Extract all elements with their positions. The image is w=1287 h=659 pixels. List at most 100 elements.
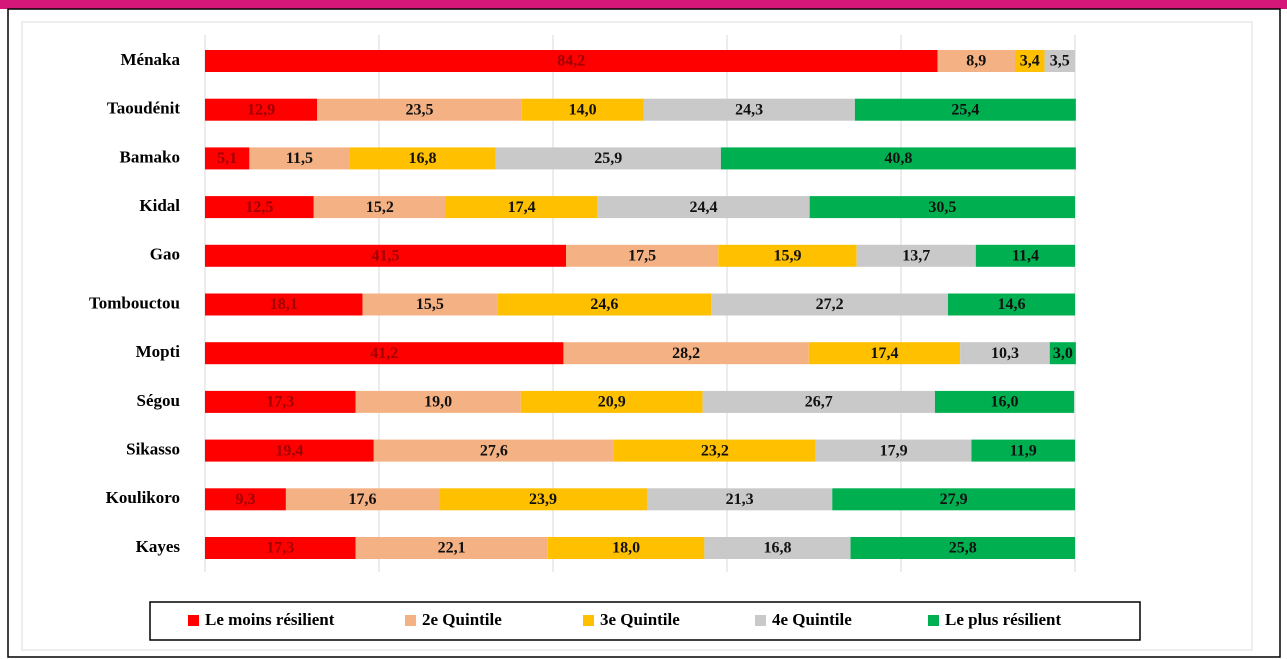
bar-segment [313, 196, 446, 219]
data-label: 17,3 [266, 540, 294, 557]
data-label: 24,6 [590, 296, 618, 313]
data-label: 25,4 [951, 101, 979, 118]
data-label: 5,1 [217, 150, 237, 167]
bar-segment [646, 488, 833, 511]
bar-segment [373, 439, 614, 462]
data-label: 30,5 [928, 199, 956, 216]
bar-segment [285, 488, 440, 511]
bar-segment [809, 196, 1075, 219]
data-label: 16,0 [991, 394, 1019, 411]
bar-segment [563, 342, 809, 365]
data-label: 13,7 [902, 247, 930, 264]
bar-segment [205, 147, 250, 170]
data-label: 16,8 [409, 150, 437, 167]
bar-segment [702, 390, 935, 413]
bar-segment [704, 537, 851, 559]
header-banner [0, 0, 1287, 9]
data-label: 40,8 [884, 150, 912, 167]
bar-segment [205, 537, 356, 559]
data-label: 3,4 [1020, 53, 1040, 70]
data-label: 17,6 [348, 491, 376, 508]
data-label: 27,9 [940, 491, 968, 508]
data-label: 20,9 [598, 394, 626, 411]
bar-segment [971, 439, 1075, 462]
legend-swatch [755, 615, 766, 626]
legend-swatch [188, 615, 199, 626]
bar-segment [205, 488, 286, 511]
y-tick-label: Ménaka [121, 50, 181, 69]
y-tick-label: Koulikoro [106, 488, 180, 507]
legend-label: 3e Quintile [600, 610, 680, 629]
data-label: 10,3 [991, 345, 1019, 362]
bar-segment [349, 147, 496, 170]
y-tick-label: Mopti [136, 342, 181, 361]
bar-segment [566, 244, 719, 267]
bar-segment [547, 537, 705, 559]
bar-segment [815, 439, 972, 462]
y-tick-label: Tombouctou [89, 293, 180, 312]
bar-segment [317, 98, 522, 121]
bar-segment [521, 98, 644, 121]
bar-segment [362, 293, 498, 316]
data-label: 16,8 [763, 540, 791, 557]
bar-segment [355, 537, 548, 559]
bar-segment [597, 196, 810, 219]
data-label: 11,9 [1010, 442, 1037, 459]
bar-segment [720, 147, 1076, 170]
data-label: 17,5 [628, 247, 656, 264]
data-label: 22,1 [438, 540, 466, 557]
bar-segment [1014, 50, 1045, 72]
data-label: 23,9 [529, 491, 557, 508]
legend-label: Le moins résilient [205, 610, 335, 629]
data-label: 17,4 [508, 199, 536, 216]
data-label: 11,5 [286, 150, 313, 167]
bar-segment [711, 293, 948, 316]
data-label: 11,4 [1012, 247, 1039, 264]
data-label: 25,8 [949, 540, 977, 557]
bar-segment [808, 342, 961, 365]
bar-segment [1049, 342, 1076, 365]
data-label: 23,2 [701, 442, 729, 459]
bar-segment [850, 537, 1075, 559]
bar-segment [439, 488, 647, 511]
data-label: 3,0 [1053, 345, 1073, 362]
data-label: 17,9 [880, 442, 908, 459]
data-label: 12,5 [245, 199, 273, 216]
bar-segment [718, 244, 857, 267]
legend-swatch [405, 615, 416, 626]
y-tick-label: Gao [150, 245, 180, 264]
data-label: 23,5 [405, 101, 433, 118]
data-label: 15,5 [416, 296, 444, 313]
y-tick-label: Kayes [136, 537, 181, 556]
legend [149, 601, 1141, 641]
bar-segment [1044, 50, 1075, 72]
data-label: 27,6 [480, 442, 508, 459]
data-label: 21,3 [726, 491, 754, 508]
data-label: 25,9 [594, 150, 622, 167]
data-label: 26,7 [805, 394, 833, 411]
legend-label: 2e Quintile [422, 610, 502, 629]
bar-segment [947, 293, 1075, 316]
bar-segment [205, 342, 564, 365]
data-label: 15,2 [366, 199, 394, 216]
data-label: 41,2 [370, 345, 398, 362]
data-label: 24,3 [735, 101, 763, 118]
bar-segment [205, 50, 938, 72]
data-label: 14,6 [997, 296, 1025, 313]
data-label: 19,0 [424, 394, 452, 411]
data-label: 19,4 [275, 442, 303, 459]
bar-segment [854, 98, 1076, 121]
data-label: 17,4 [870, 345, 898, 362]
data-label: 41,5 [372, 247, 400, 264]
bar-segment [205, 293, 363, 316]
data-label: 24,4 [690, 199, 718, 216]
data-label: 27,2 [816, 296, 844, 313]
data-label: 17,3 [266, 394, 294, 411]
data-label: 18,1 [270, 296, 298, 313]
bar-segment [205, 244, 567, 267]
bar-segment [832, 488, 1075, 511]
data-label: 9,3 [235, 491, 255, 508]
bar-segment [249, 147, 350, 170]
bar-segment [205, 439, 374, 462]
